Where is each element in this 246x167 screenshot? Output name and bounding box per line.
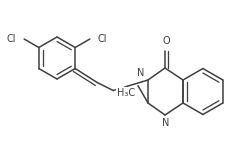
Text: Cl: Cl: [7, 34, 16, 44]
Text: O: O: [162, 36, 170, 46]
Text: N: N: [162, 118, 170, 128]
Text: N: N: [137, 68, 144, 78]
Text: N: N: [116, 87, 123, 97]
Text: H₃C: H₃C: [117, 88, 135, 98]
Text: Cl: Cl: [98, 34, 108, 44]
